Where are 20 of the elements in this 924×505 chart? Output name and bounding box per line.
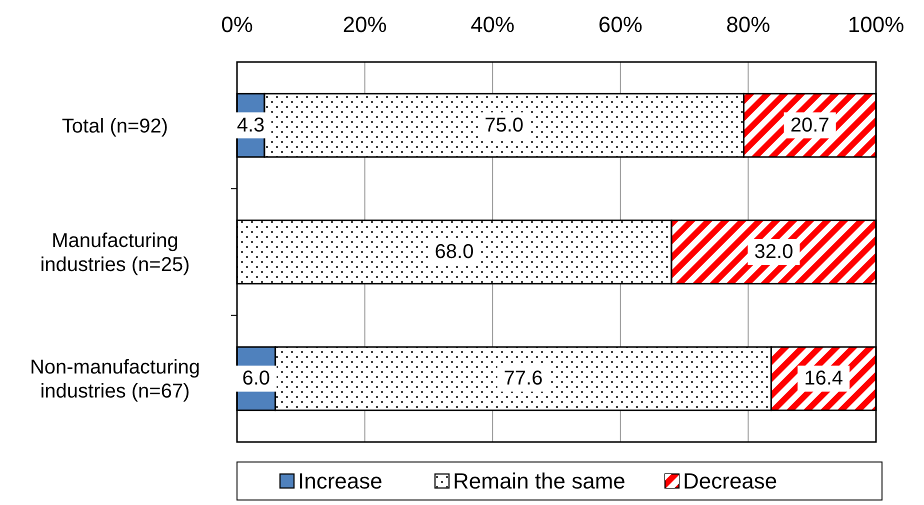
text: Remain the same — [453, 468, 626, 494]
legend-label: Increase — [298, 468, 382, 494]
x-tick-label: 60% — [598, 12, 642, 37]
legend-label: Decrease — [683, 468, 778, 494]
data-label: 75.0 — [484, 114, 524, 136]
data-label: 77.6 — [504, 368, 543, 390]
y-tick-label: Manufacturing industries (n=25) — [40, 230, 190, 276]
data-label: 68.0 — [434, 241, 474, 263]
x-tick-label: 80% — [726, 12, 770, 37]
y-tick-label: Total (n=92) — [62, 115, 168, 138]
y-tick-label: Non-manufacturing industries (n=67) — [30, 356, 200, 403]
x-tick-label: 100% — [848, 12, 904, 37]
x-tick-label: 40% — [470, 12, 515, 37]
x-tick-label: 0% — [221, 12, 253, 37]
data-label: 32.0 — [754, 241, 794, 263]
data-label: 6.0 — [242, 368, 270, 390]
data-label: 20.7 — [790, 114, 830, 136]
x-tick-label: 20% — [342, 12, 387, 37]
data-label: 16.4 — [804, 368, 844, 390]
data-label: 4.3 — [236, 114, 265, 136]
